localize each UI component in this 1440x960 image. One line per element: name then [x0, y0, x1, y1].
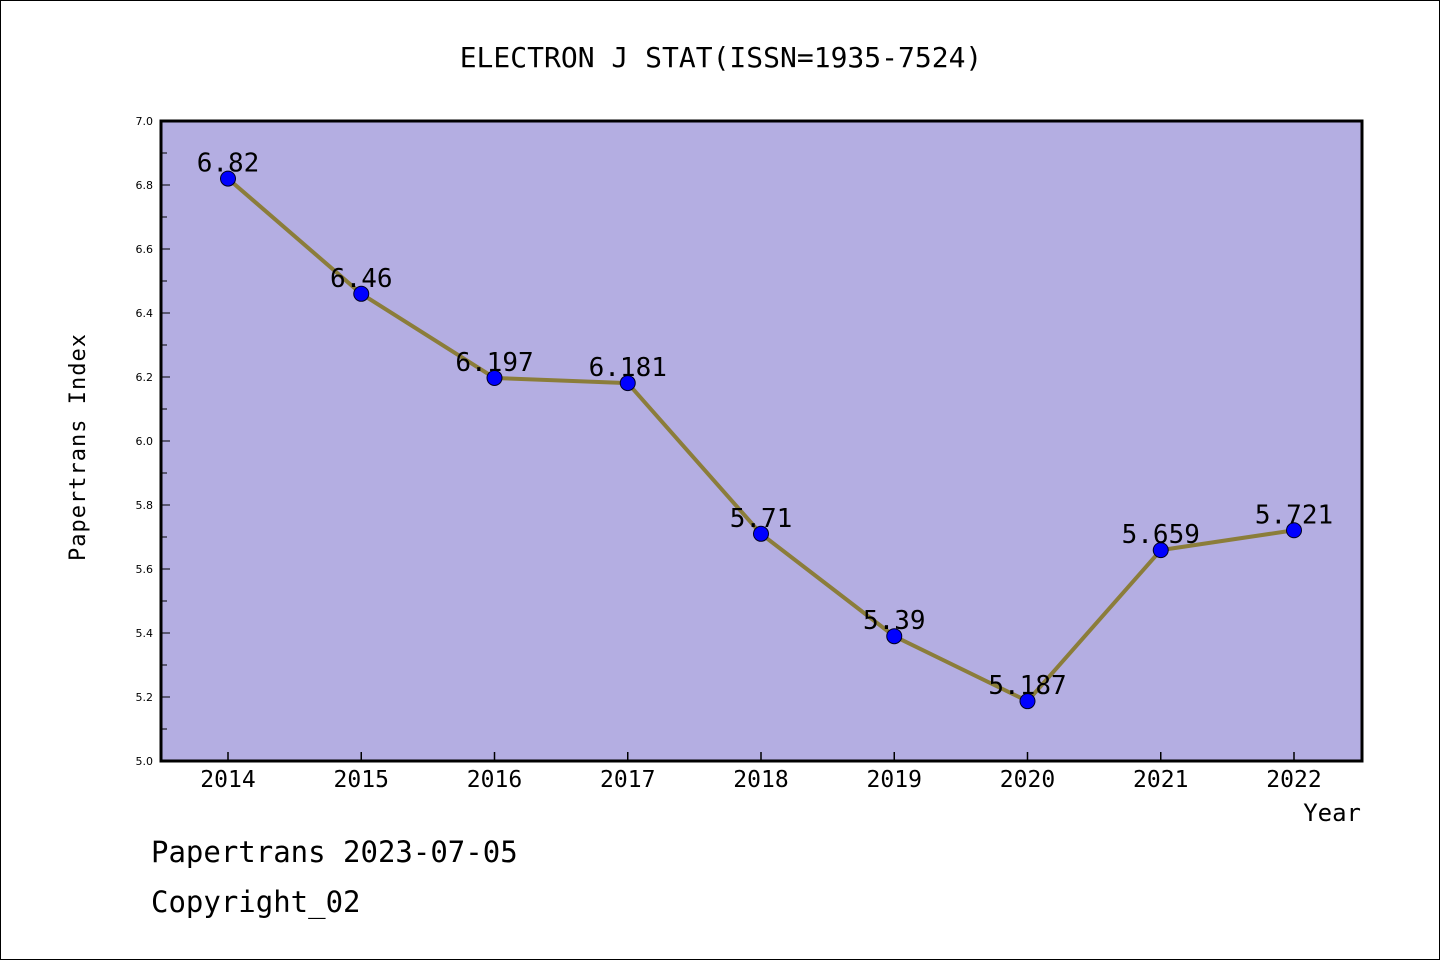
data-label: 5.39 — [863, 606, 926, 636]
data-point — [619, 375, 636, 392]
y-axis: 5.0 5.2 5.4 5.6 5.8 6.0 6.2 6.4 6.6 6.8 7.0 — [136, 115, 170, 768]
x-tick-label: 2015 — [334, 767, 389, 793]
data-label: 6.82 — [197, 149, 260, 179]
y-tick-label: 7.0 — [136, 115, 154, 128]
y-tick-label: 6.4 — [136, 307, 154, 320]
data-label: 5.659 — [1122, 520, 1200, 550]
data-label: 6.197 — [455, 348, 533, 378]
data-point — [753, 525, 769, 542]
chart-title: ELECTRON J STAT(ISSN=1935-7524) — [460, 41, 983, 74]
x-tick-label: 2019 — [867, 767, 922, 793]
data-point — [220, 170, 236, 187]
x-tick-label: 2018 — [733, 767, 788, 793]
series-group: 6.82 6.46 6.197 6.181 5.71 5.39 5.187 5.659 5.72… — [197, 149, 1333, 710]
y-tick-label: 6.6 — [136, 243, 154, 256]
y-tick-label: 5.2 — [136, 691, 154, 704]
data-label: 6.46 — [330, 264, 393, 294]
y-tick-label: 5.8 — [136, 499, 154, 512]
y-tick-label: 5.4 — [136, 627, 154, 640]
y-tick-label: 6.0 — [136, 435, 154, 448]
data-point — [1152, 542, 1169, 559]
data-label: 5.71 — [730, 504, 793, 534]
data-point — [353, 285, 370, 302]
data-point — [886, 628, 903, 645]
x-axis: 2014 2015 2016 2017 2018 2019 2020 2021 2022 — [200, 752, 1322, 793]
y-axis-label: Papertrans Index — [66, 333, 91, 561]
data-label: 5.721 — [1255, 500, 1333, 530]
plot-area — [159, 119, 1364, 763]
data-point — [486, 369, 503, 386]
data-label: 5.187 — [988, 671, 1066, 701]
x-tick-label: 2022 — [1266, 767, 1321, 793]
source-date-text: Papertrans 2023-07-05 — [151, 835, 518, 869]
y-tick-label: 6.2 — [136, 371, 154, 384]
data-label: 6.181 — [589, 353, 667, 383]
y-tick-label: 6.8 — [136, 179, 154, 192]
x-tick-label: 2017 — [600, 767, 655, 793]
y-tick-label: 5.0 — [136, 755, 154, 768]
x-tick-label: 2016 — [467, 767, 522, 793]
x-tick-label: 2020 — [1000, 767, 1055, 793]
data-point — [1019, 693, 1036, 710]
data-point — [1286, 522, 1302, 539]
copyright-text: Copyright_02 — [151, 885, 361, 919]
x-axis-label: Year — [1303, 799, 1361, 827]
x-tick-label: 2021 — [1133, 767, 1188, 793]
x-tick-label: 2014 — [200, 767, 255, 793]
y-tick-label: 5.6 — [136, 563, 154, 576]
